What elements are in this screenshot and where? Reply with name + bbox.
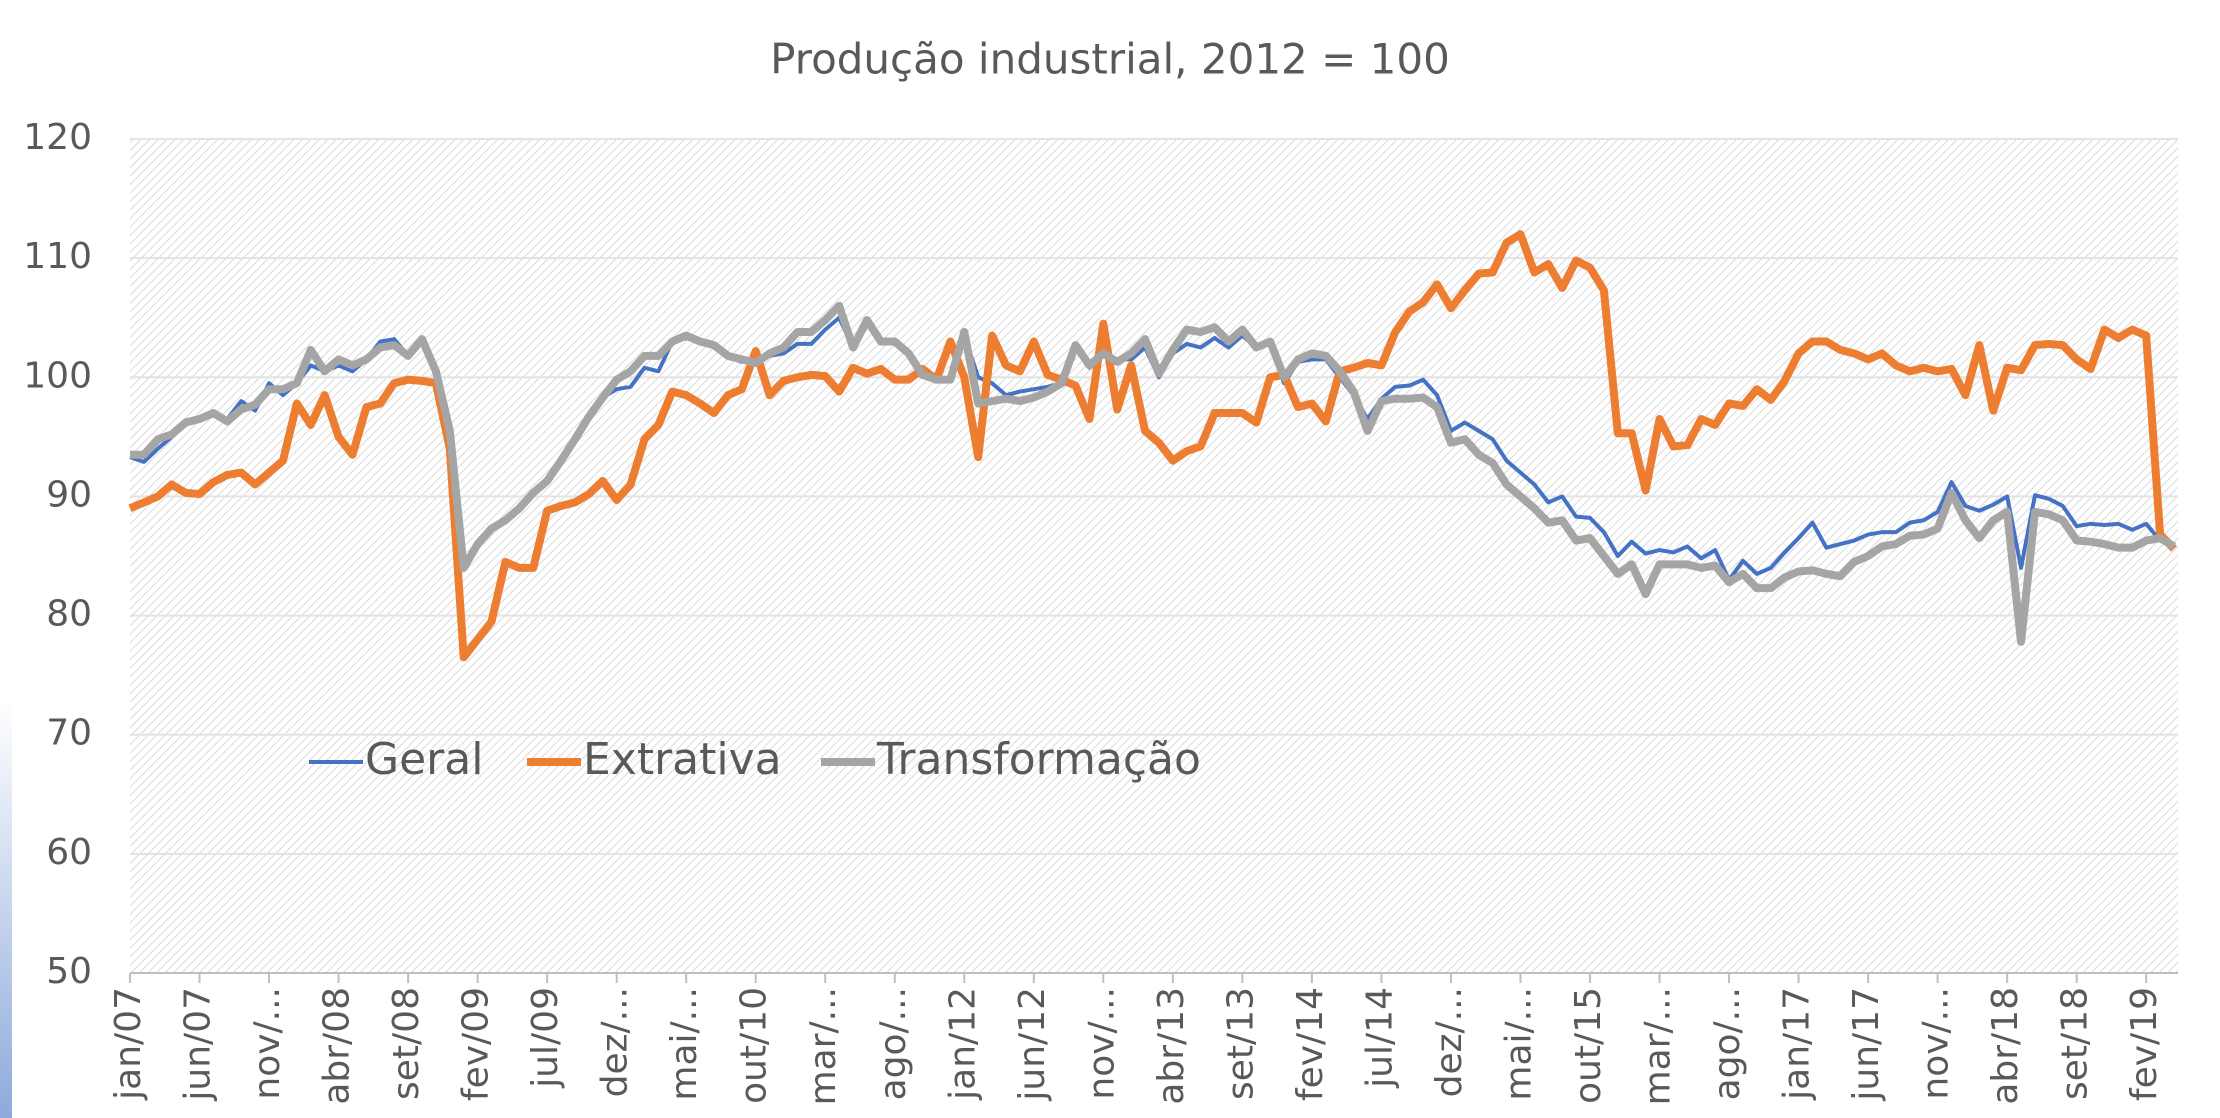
x-tick-label: out/15 [1568,987,1609,1104]
x-tick-label: abr/08 [317,987,358,1105]
line-series [130,301,2177,646]
x-tick-label: jul/14 [1359,987,1400,1089]
x-tick-label: mar/... [803,987,844,1105]
x-tick-label: ago/... [873,987,914,1100]
x-tick-label: jun/07 [178,987,219,1102]
x-tick-label: nov/... [1916,987,1957,1100]
x-tick-label: set/08 [386,987,427,1100]
x-tick-label: abr/18 [1985,987,2026,1105]
x-tick-label: jul/09 [525,987,566,1089]
chart-title: Produção industrial, 2012 = 100 [770,35,1450,84]
x-tick-label: set/18 [2055,987,2096,1100]
x-tick-label: jun/17 [1846,987,1887,1102]
y-tick-label: 90 [46,474,92,515]
x-tick-label: jan/17 [1777,987,1818,1101]
legend-label: Geral [365,734,483,785]
y-tick-label: 70 [46,713,92,754]
x-tick-label: mai/... [1498,987,1539,1101]
x-tick-label: fev/14 [1290,987,1331,1101]
y-tick-label: 100 [23,355,92,396]
x-tick-label: jan/07 [108,987,149,1101]
x-tick-label: mar/... [1638,987,1679,1105]
x-tick-label: fev/09 [456,987,497,1101]
x-tick-label: dez/... [595,987,636,1097]
x-tick-label: ago/... [1707,987,1748,1100]
x-tick-label: out/10 [734,987,775,1104]
y-tick-label: 80 [46,594,92,635]
legend-label: Extrativa [583,734,782,785]
x-tick-label: mai/... [664,987,705,1101]
x-tick-label: jan/12 [942,987,983,1101]
x-tick-label: nov/... [247,987,288,1100]
y-tick-label: 120 [23,117,92,158]
x-tick-label: fev/19 [2124,987,2165,1101]
y-tick-label: 50 [46,951,92,992]
line-series [128,230,2177,662]
x-tick-label: abr/13 [1151,987,1192,1105]
y-tick-label: 60 [46,832,92,873]
edge-decoration [0,700,12,1118]
x-tick-label: dez/... [1429,987,1470,1097]
y-tick-label: 110 [23,236,92,277]
x-tick-label: set/13 [1220,987,1261,1100]
x-tick-label: nov/... [1081,987,1122,1100]
x-tick-label: jun/12 [1012,987,1053,1102]
legend-label: Transformação [876,734,1201,785]
